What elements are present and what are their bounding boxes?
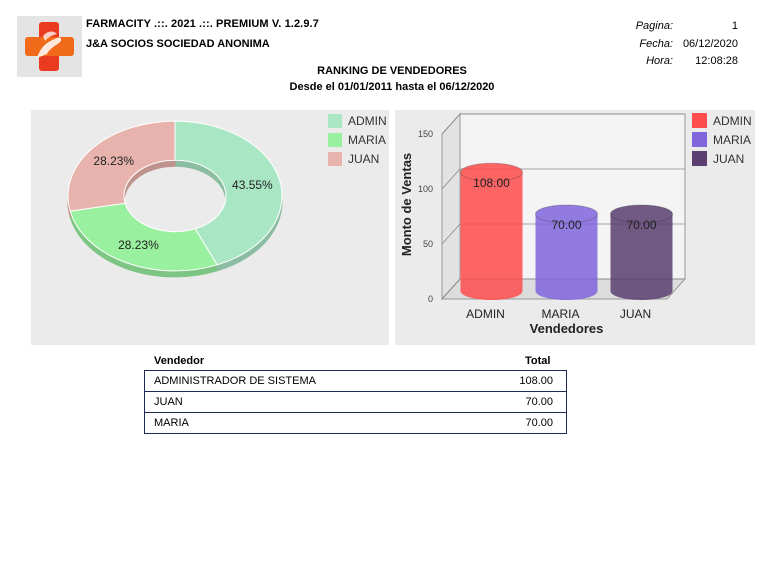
y-tick-label: 150 xyxy=(418,129,433,139)
fecha-value: 06/12/2020 xyxy=(682,38,738,50)
legend-swatch xyxy=(328,133,342,147)
col-header-total: Total xyxy=(525,355,551,367)
cell-vendedor: ADMINISTRADOR DE SISTEMA xyxy=(154,375,316,387)
bar-body xyxy=(535,214,598,291)
x-axis-title: Vendedores xyxy=(530,321,604,336)
gridline xyxy=(441,113,685,135)
pie-value-label: 43.55% xyxy=(232,178,273,192)
legend-label: JUAN xyxy=(348,152,379,166)
bar-value-label: 108.00 xyxy=(473,176,510,190)
chart-side-wall xyxy=(441,112,461,301)
cell-total: 108.00 xyxy=(519,375,553,387)
cell-vendedor: JUAN xyxy=(154,396,183,408)
bar-chart-panel: 0 50 100 150 108.00 ADMIN 70.00 MARIA 70.00 JUAN V… xyxy=(395,110,755,345)
bar-top xyxy=(610,204,673,224)
y-tick-label: 100 xyxy=(418,184,433,194)
col-header-vendedor: Vendedor xyxy=(154,355,205,367)
bar-base xyxy=(610,282,673,300)
bar-value-label: 70.00 xyxy=(551,218,581,232)
legend-swatch xyxy=(692,151,707,166)
pie-chart: 43.55% 28.23% 28.23% ADMIN MARIA JUAN xyxy=(67,114,387,278)
bar-body xyxy=(610,214,673,291)
pie-chart-panel: 43.55% 28.23% 28.23% ADMIN MARIA JUAN xyxy=(31,110,389,345)
pie-slice-juan xyxy=(67,120,176,212)
pie-value-label: 28.23% xyxy=(118,238,159,252)
x-tick-label: ADMIN xyxy=(466,307,505,321)
bar-value-label: 70.00 xyxy=(626,218,656,232)
legend-label: ADMIN xyxy=(348,114,387,128)
legend-label: ADMIN xyxy=(713,114,752,128)
hora-label: Hora: xyxy=(646,55,673,67)
gridline xyxy=(441,278,685,300)
pie-value-label: 28.23% xyxy=(93,154,134,168)
cell-total: 70.00 xyxy=(525,396,553,408)
cell-vendedor: MARIA xyxy=(154,417,189,429)
table-row: MARIA 70.00 xyxy=(145,412,566,433)
y-axis-title: Monto de Ventas xyxy=(399,153,414,256)
legend-swatch xyxy=(328,152,342,166)
gridline xyxy=(441,223,685,245)
legend-swatch xyxy=(692,132,707,147)
x-tick-label: JUAN xyxy=(620,307,651,321)
table-row: ADMINISTRADOR DE SISTEMA 108.00 xyxy=(145,371,566,391)
report-title: RANKING DE VENDEDORES xyxy=(317,65,467,77)
legend-label: JUAN xyxy=(713,152,744,166)
bar-juan xyxy=(610,204,673,300)
sellers-table: ADMINISTRADOR DE SISTEMA 108.00 JUAN 70.… xyxy=(144,370,567,434)
legend-label: MARIA xyxy=(713,133,751,147)
report-subtitle: Desde el 01/01/2011 hasta el 06/12/2020 xyxy=(289,81,495,93)
pagina-value: 1 xyxy=(731,20,738,32)
bar-top xyxy=(460,162,523,182)
table-row: JUAN 70.00 xyxy=(145,391,566,412)
app-title: FARMACITY .::. 2021 .::. PREMIUM V. 1.2.… xyxy=(86,18,319,30)
farmacity-logo xyxy=(17,16,82,77)
bar-chart: 0 50 100 150 108.00 ADMIN 70.00 MARIA 70.00 JUAN V… xyxy=(399,112,752,336)
fecha-label: Fecha: xyxy=(639,38,673,50)
gridline xyxy=(441,168,685,190)
pagina-label: Pagina: xyxy=(635,20,673,32)
bar-base xyxy=(460,282,523,300)
bar-admin xyxy=(460,162,523,300)
bar-base xyxy=(535,282,598,300)
bar-maria xyxy=(535,204,598,300)
y-tick-label: 50 xyxy=(423,239,433,249)
bar-top xyxy=(535,204,598,224)
bar-body xyxy=(460,172,523,291)
legend-swatch xyxy=(328,114,342,128)
medical-cross-icon xyxy=(25,22,74,71)
company-name: J&A SOCIOS SOCIEDAD ANONIMA xyxy=(86,38,270,50)
legend-swatch xyxy=(692,113,707,128)
legend-label: MARIA xyxy=(348,133,386,147)
hora-value: 12:08:28 xyxy=(695,55,738,67)
y-tick-label: 0 xyxy=(428,294,433,304)
pie-slice-maria xyxy=(69,202,218,272)
cell-total: 70.00 xyxy=(525,417,553,429)
pie-slice-admin xyxy=(174,120,283,266)
x-tick-label: MARIA xyxy=(541,307,579,321)
